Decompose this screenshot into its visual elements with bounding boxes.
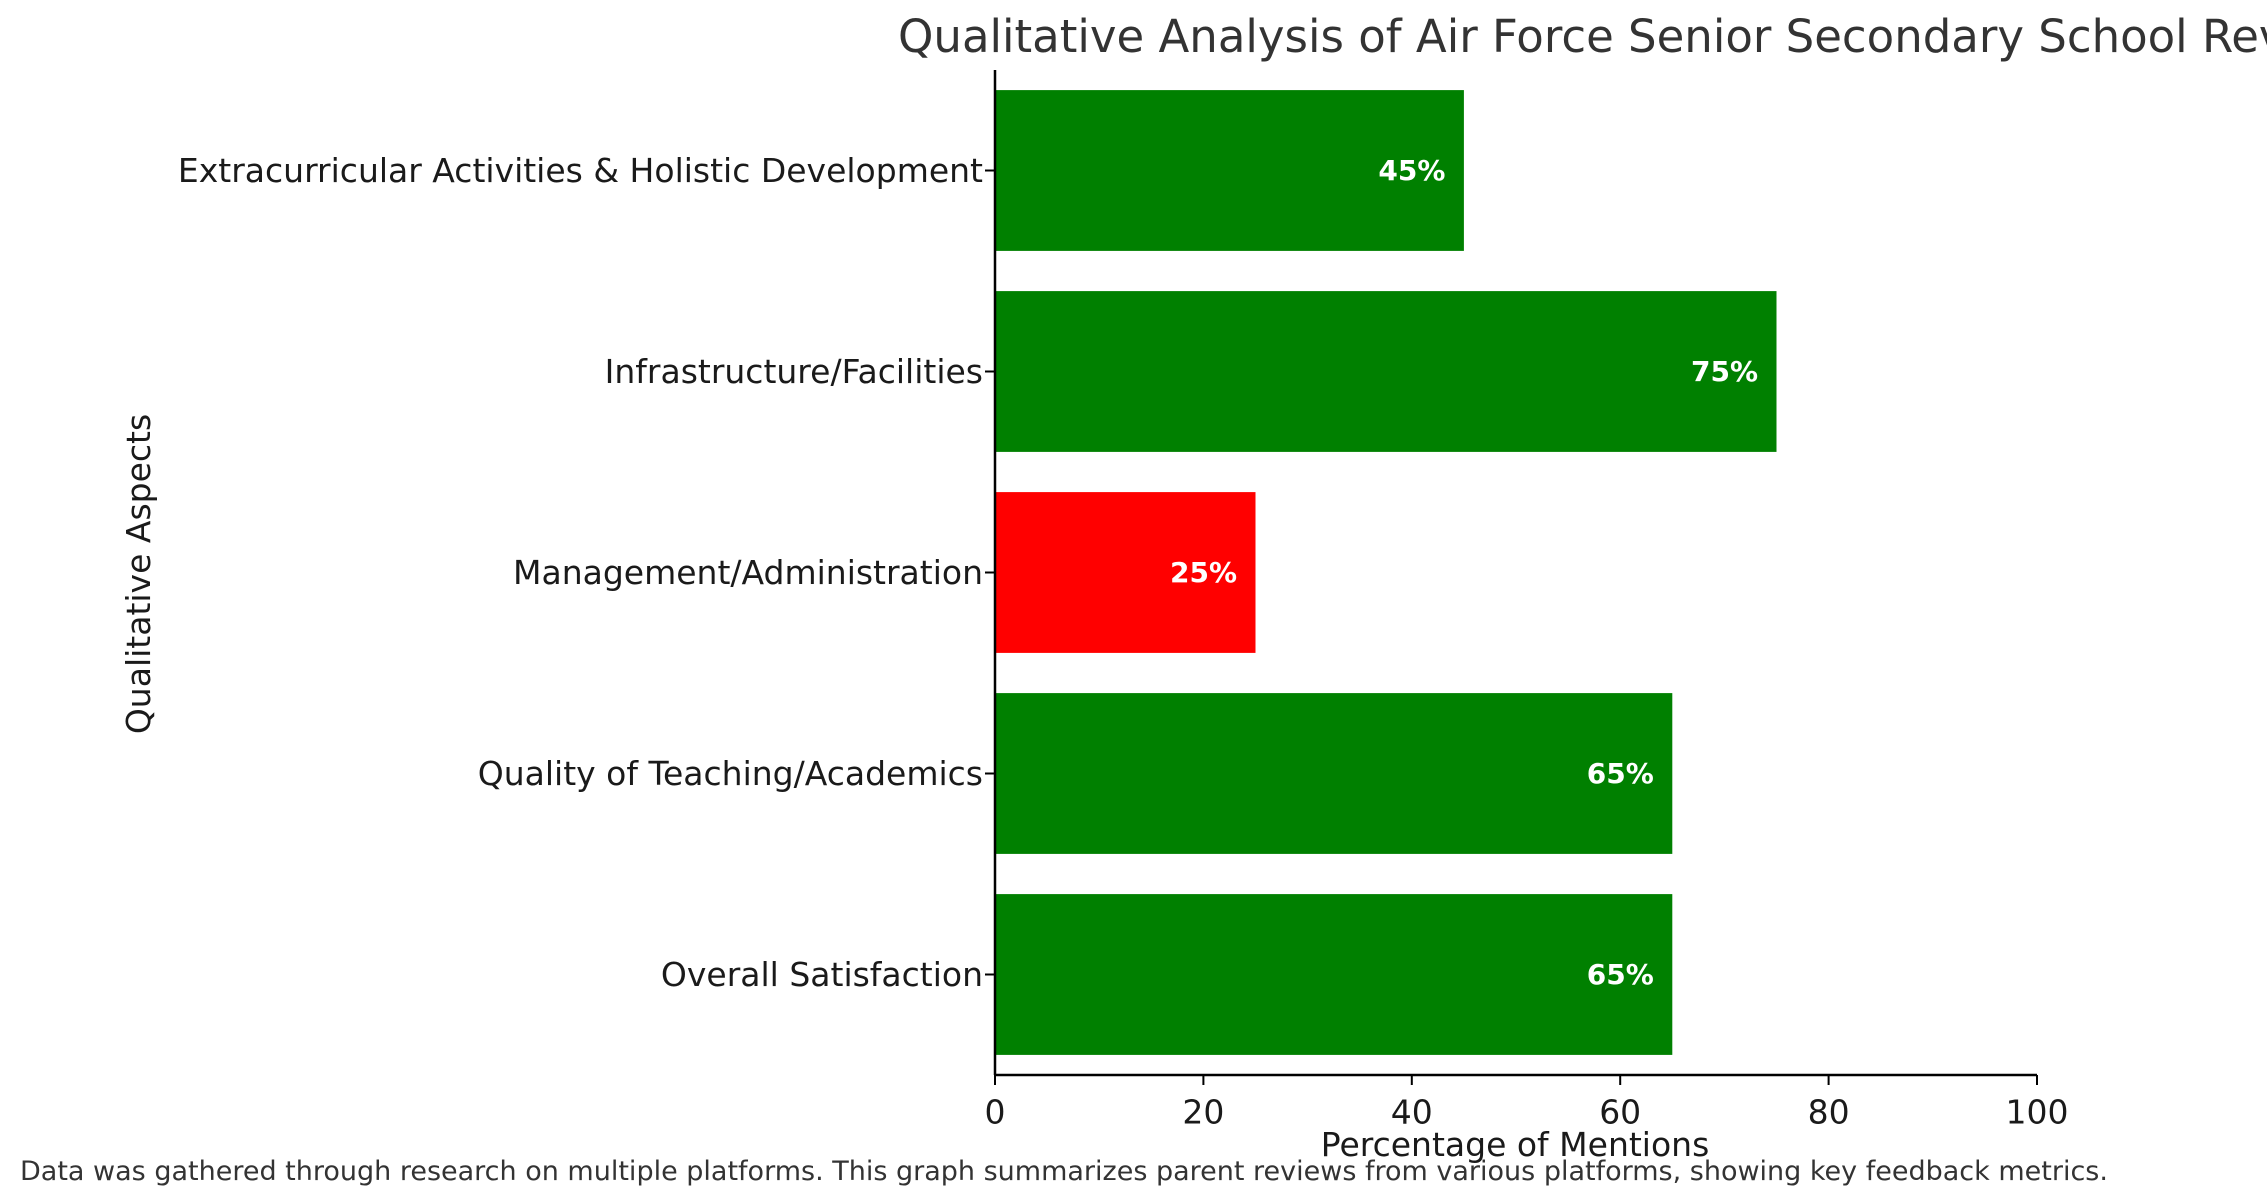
bars-layer	[995, 90, 1777, 1055]
footnote: Data was gathered through research on mu…	[20, 1156, 2108, 1187]
bar	[995, 693, 1673, 854]
x-tick-label: 20	[1182, 1093, 1224, 1132]
bar	[995, 894, 1673, 1055]
y-axis-label: Qualitative Aspects	[119, 414, 158, 734]
x-tick-label: 100	[2006, 1093, 2069, 1132]
x-tick-label: 80	[1808, 1093, 1850, 1132]
y-tick-label: Infrastructure/Facilities	[605, 352, 983, 391]
bar	[995, 90, 1464, 251]
x-axis-ticks: 0 20 40 60 80 100	[985, 1075, 2069, 1132]
bar-value-label: 65%	[1587, 958, 1654, 991]
bar	[995, 492, 1256, 653]
x-axis-label: Percentage of Mentions	[1321, 1125, 1710, 1164]
x-tick-label: 40	[1391, 1093, 1433, 1132]
y-axis-ticks: Overall Satisfaction Quality of Teaching/…	[178, 151, 995, 994]
y-tick-label: Management/Administration	[513, 553, 983, 592]
x-tick-label: 0	[985, 1093, 1006, 1132]
bar	[995, 291, 1777, 452]
y-tick-label: Quality of Teaching/Academics	[478, 754, 983, 793]
bar-value-label: 65%	[1587, 757, 1654, 790]
bar-value-label: 25%	[1170, 556, 1237, 589]
bar-value-label: 75%	[1691, 355, 1758, 388]
bar-value-label: 45%	[1378, 154, 1445, 187]
x-tick-label: 60	[1599, 1093, 1641, 1132]
y-tick-label: Extracurricular Activities & Holistic De…	[178, 151, 983, 190]
data-labels-layer: 65% 65% 25% 75% 45%	[1170, 154, 1758, 991]
y-tick-label: Overall Satisfaction	[661, 955, 983, 994]
chart-title: Qualitative Analysis of Air Force Senior…	[898, 10, 2267, 63]
